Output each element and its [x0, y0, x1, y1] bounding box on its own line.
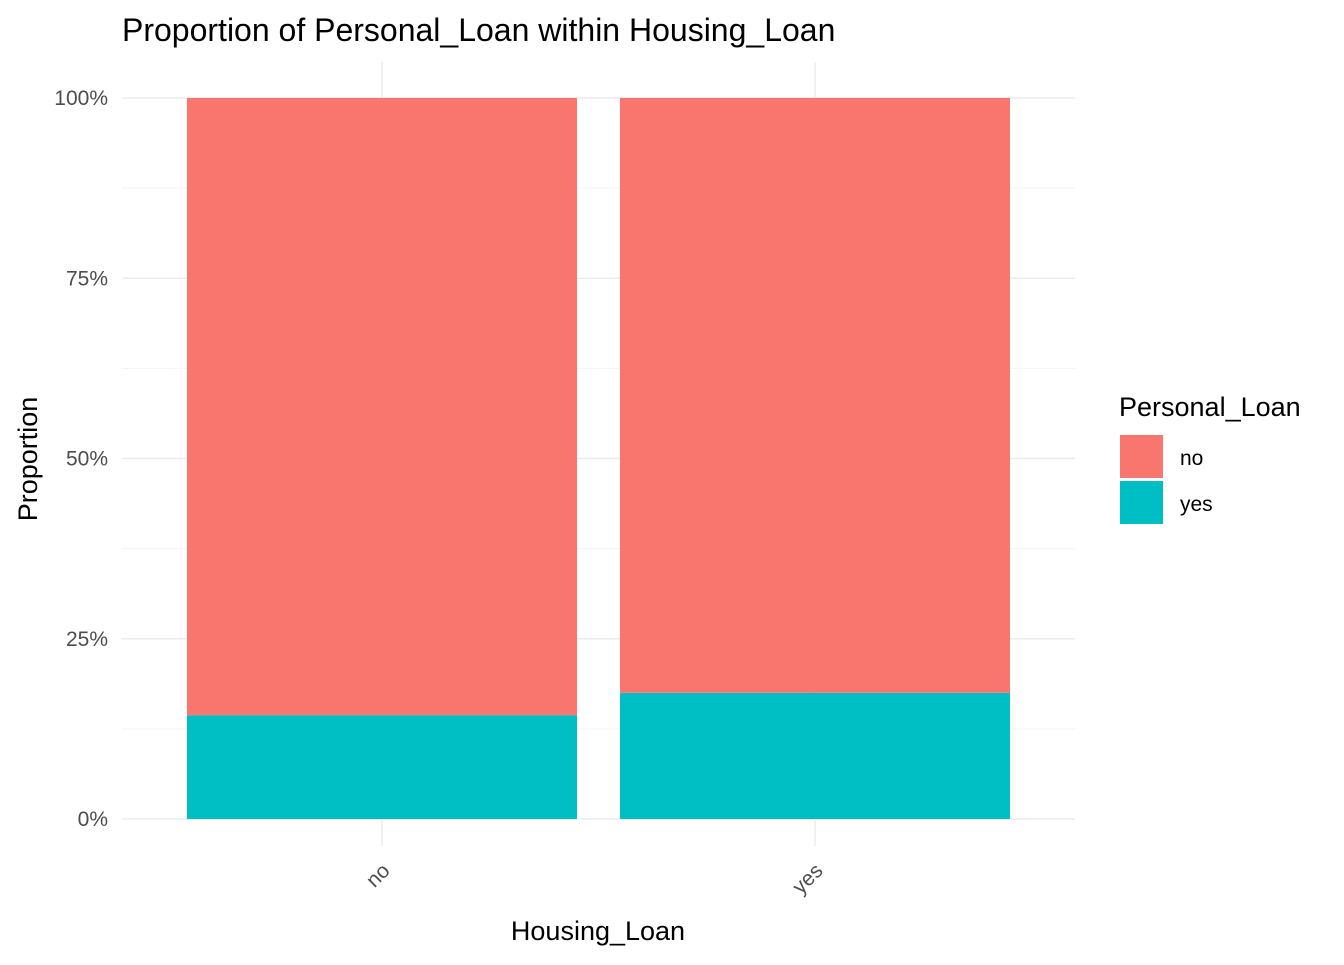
y-tick-label: 100%	[54, 87, 108, 110]
chart-title: Proportion of Personal_Loan within Housi…	[122, 12, 835, 48]
y-tick-label: 75%	[66, 267, 108, 290]
legend-key-no	[1120, 435, 1163, 478]
legend-key-yes	[1120, 481, 1163, 524]
bar-segment-yes-no	[620, 98, 1010, 693]
y-tick-label: 25%	[66, 628, 108, 651]
x-tick-label: yes	[788, 859, 827, 898]
bars	[187, 98, 1010, 819]
bar-segment-no-no	[187, 98, 577, 716]
y-axis-ticks: 0% 25% 50% 75% 100%	[54, 87, 108, 831]
y-axis-title: Proportion	[13, 397, 43, 522]
x-axis-ticks: no yes	[362, 859, 828, 898]
bar-segment-no-yes	[187, 715, 577, 819]
y-tick-label: 50%	[66, 448, 108, 471]
legend: Personal_Loan no yes	[1119, 392, 1301, 524]
bar-segment-yes-yes	[620, 692, 1010, 819]
y-tick-label: 0%	[78, 808, 108, 831]
legend-label-yes: yes	[1180, 493, 1213, 516]
legend-title: Personal_Loan	[1119, 392, 1301, 422]
x-axis-title: Housing_Loan	[511, 916, 685, 946]
legend-label-no: no	[1180, 447, 1203, 470]
x-tick-label: no	[362, 859, 395, 892]
legend-items: no yes	[1120, 435, 1213, 524]
